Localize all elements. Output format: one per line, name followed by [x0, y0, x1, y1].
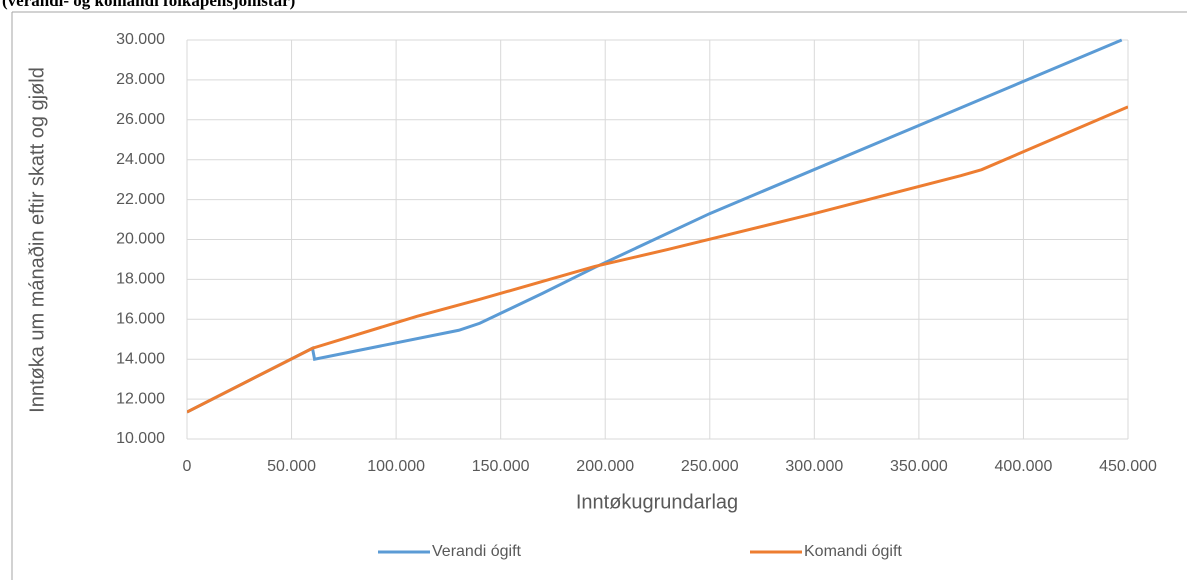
- x-tick-label: 350.000: [890, 458, 948, 475]
- y-tick-label: 12.000: [116, 390, 165, 407]
- x-tick-label: 250.000: [681, 458, 739, 475]
- x-tick-label: 0: [183, 458, 192, 475]
- y-tick-label: 20.000: [116, 231, 165, 248]
- legend-label: Verandi ógift: [432, 543, 522, 560]
- y-tick-label: 18.000: [116, 271, 165, 288]
- x-tick-label: 300.000: [785, 458, 843, 475]
- x-tick-label: 450.000: [1099, 458, 1157, 475]
- x-tick-label: 400.000: [995, 458, 1053, 475]
- y-tick-label: 14.000: [116, 350, 165, 367]
- y-tick-label: 28.000: [116, 71, 165, 88]
- y-tick-label: 30.000: [116, 31, 165, 48]
- y-tick-label: 16.000: [116, 311, 165, 328]
- y-tick-label: 22.000: [116, 191, 165, 208]
- chart-title: (verandi- og komandi fólkapensjónistar): [2, 0, 295, 10]
- line-series: [187, 105, 1128, 414]
- x-tick-label: 200.000: [576, 458, 634, 475]
- x-tick-label: 100.000: [367, 458, 425, 475]
- y-tick-label: 26.000: [116, 111, 165, 128]
- legend-label: Komandi ógift: [804, 543, 902, 560]
- x-tick-label: 50.000: [267, 458, 316, 475]
- x-tick-label: 150.000: [472, 458, 530, 475]
- x-axis-title: Inntøkugrundarlag: [576, 491, 738, 513]
- y-tick-label: 10.000: [116, 430, 165, 447]
- y-axis-title: Inntøka um mánaðin eftir skatt og gjøld: [26, 67, 48, 413]
- line-series: [187, 38, 1123, 414]
- y-tick-label: 24.000: [116, 151, 165, 168]
